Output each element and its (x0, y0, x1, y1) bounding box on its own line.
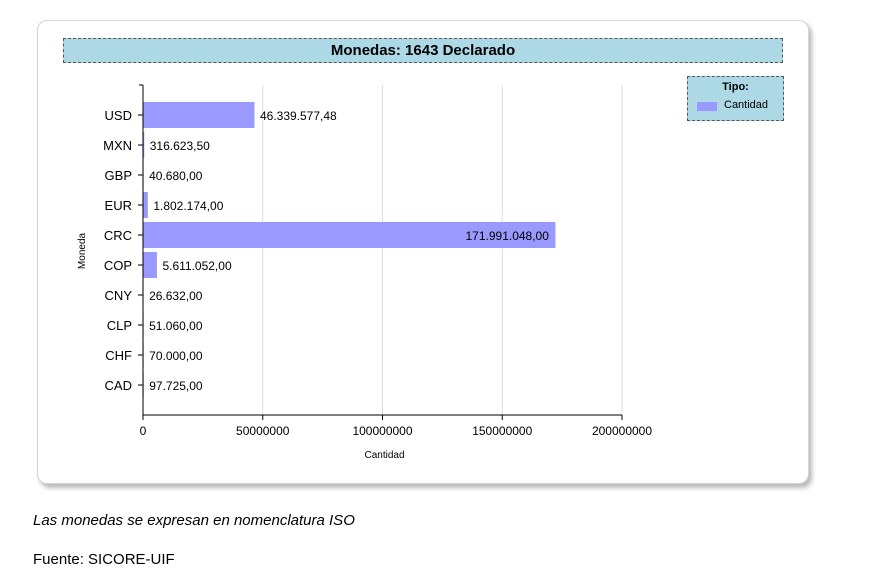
bar (143, 192, 148, 218)
bar (143, 132, 145, 158)
source-note: Fuente: SICORE-UIF (33, 551, 175, 568)
data-label: 5.611.052,00 (162, 259, 232, 273)
chart-card (37, 20, 809, 484)
data-label: 46.339.577,48 (260, 109, 337, 123)
x-tick-label: 200000000 (592, 424, 652, 438)
y-tick-label: EUR (105, 198, 132, 213)
y-tick-label: CNY (105, 288, 133, 303)
y-tick-label: CRC (104, 228, 132, 243)
data-label: 97.725,00 (149, 379, 203, 393)
x-tick-label: 0 (140, 424, 147, 438)
legend: Tipo: Cantidad (687, 76, 784, 121)
x-tick-label: 50000000 (236, 424, 290, 438)
data-label: 40.680,00 (149, 169, 203, 183)
bar (143, 102, 255, 128)
data-label: 171.991.048,00 (465, 229, 549, 243)
y-tick-label: CLP (107, 318, 132, 333)
data-label: 316.623,50 (150, 139, 210, 153)
y-tick-label: CHF (105, 348, 132, 363)
y-axis-label: Moneda (77, 232, 88, 269)
legend-swatch (697, 102, 717, 111)
y-tick-label: GBP (105, 168, 132, 183)
data-label: 26.632,00 (149, 289, 203, 303)
bar (143, 222, 556, 248)
legend-title: Tipo: (722, 81, 749, 93)
caption: Las monedas se expresan en nomenclatura … (33, 512, 355, 529)
x-tick-label: 150000000 (472, 424, 532, 438)
x-tick-label: 100000000 (352, 424, 412, 438)
chart-title: Monedas: 1643 Declarado (63, 38, 783, 63)
y-tick-label: USD (105, 108, 132, 123)
bar (143, 252, 157, 278)
data-label: 70.000,00 (149, 349, 203, 363)
data-label: 51.060,00 (149, 319, 203, 333)
y-tick-label: COP (104, 258, 132, 273)
y-tick-label: MXN (103, 138, 132, 153)
y-tick-label: CAD (105, 378, 132, 393)
x-axis-label: Cantidad (364, 450, 404, 461)
data-label: 1.802.174,00 (153, 199, 223, 213)
legend-label: Cantidad (724, 99, 769, 111)
